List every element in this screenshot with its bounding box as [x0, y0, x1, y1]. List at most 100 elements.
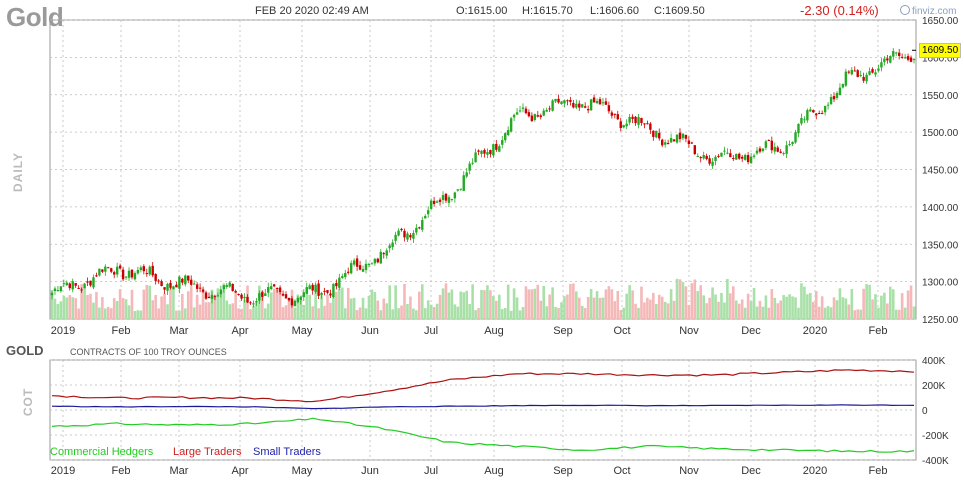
volume-bar	[326, 294, 329, 319]
candle-body	[157, 280, 160, 282]
volume-bar	[681, 282, 685, 319]
volume-bar	[133, 310, 137, 319]
volume-bar	[68, 295, 72, 319]
volume-bar	[65, 297, 69, 319]
candle-body	[329, 293, 332, 296]
candle-body	[130, 269, 134, 278]
candle-body	[424, 216, 427, 219]
volume-bar	[222, 283, 226, 319]
volume-bar	[240, 308, 243, 319]
candle-body	[746, 155, 750, 163]
volume-bar	[71, 297, 75, 319]
candle-body	[578, 103, 581, 108]
candle-body	[462, 175, 465, 191]
volume-bar	[237, 308, 240, 319]
candle-body	[184, 275, 187, 285]
volume-bar	[566, 294, 569, 319]
price-x-tick-label: 2020	[803, 325, 827, 337]
volume-bar	[379, 310, 383, 319]
volume-bar	[166, 304, 169, 319]
volume-bar	[631, 290, 634, 319]
volume-bar	[512, 288, 516, 319]
candle-body	[412, 233, 415, 239]
volume-bar	[850, 288, 854, 319]
volume-bar	[219, 291, 223, 319]
candle-body	[643, 123, 646, 125]
candle-body	[323, 290, 326, 292]
candle-body	[181, 278, 184, 283]
candle-body	[429, 200, 433, 209]
candle-body	[723, 150, 726, 152]
candle-body	[450, 198, 454, 200]
candle-body	[518, 110, 522, 112]
candle-body	[498, 146, 501, 152]
volume-bar	[509, 310, 513, 319]
volume-bar	[779, 300, 783, 319]
candle-body	[53, 288, 57, 292]
volume-bar	[320, 293, 323, 319]
volume-bar	[598, 297, 602, 319]
volume-bar	[406, 304, 409, 319]
volume-bar	[204, 302, 208, 319]
volume-bar	[886, 303, 889, 319]
candle-body	[563, 100, 566, 104]
volume-bar	[672, 300, 676, 319]
volume-bar	[829, 307, 833, 319]
volume-bar	[243, 299, 246, 319]
volume-bar	[575, 291, 578, 319]
candle-body	[115, 266, 119, 275]
candle-body	[421, 220, 424, 230]
cot-x-tick-label: Apr	[231, 465, 248, 477]
candle-body	[204, 292, 208, 299]
volume-bar	[474, 310, 477, 319]
volume-bar	[483, 290, 486, 319]
volume-bar	[773, 297, 777, 319]
candle-body	[62, 283, 66, 285]
candle-body	[732, 158, 735, 160]
volume-bar	[175, 310, 178, 319]
candle-body	[515, 112, 519, 115]
volume-bar	[536, 284, 540, 319]
volume-bar	[912, 306, 916, 319]
candle-body	[720, 152, 723, 157]
candle-body	[278, 287, 282, 293]
volume-bar	[732, 286, 735, 319]
volume-bar	[717, 301, 720, 319]
volume-bar	[118, 289, 122, 319]
candle-body	[403, 230, 406, 238]
candle-body	[619, 121, 622, 129]
legend-small-traders: Small Traders	[253, 446, 321, 458]
volume-bar	[699, 285, 703, 319]
volume-bar	[734, 300, 738, 319]
volume-bar	[299, 301, 303, 319]
volume-bar	[59, 301, 63, 319]
volume-bar	[397, 308, 400, 319]
volume-bar	[643, 302, 646, 319]
candle-body	[267, 287, 270, 293]
cot-x-tick-label: Mar	[170, 465, 189, 477]
volume-bar	[622, 307, 626, 319]
candle-body	[299, 296, 303, 301]
price-x-tick-label: Jul	[424, 325, 438, 337]
candle-body	[702, 155, 705, 159]
candle-body	[690, 142, 694, 144]
volume-bar	[684, 286, 688, 319]
volume-bar	[666, 303, 670, 319]
volume-bar	[601, 297, 605, 319]
candle-body	[797, 123, 800, 134]
volume-bar	[705, 303, 708, 319]
brand-logo[interactable]: finviz.com	[900, 5, 956, 17]
volume-bar	[616, 290, 620, 319]
volume-bar	[604, 289, 608, 319]
volume-bar	[752, 288, 756, 319]
volume-bar	[657, 294, 661, 319]
candle-body	[65, 282, 69, 286]
candle-body	[382, 253, 385, 255]
candle-body	[557, 98, 560, 103]
candle-body	[883, 58, 886, 63]
price-x-tick-label: Jun	[361, 325, 379, 337]
candle-body	[252, 303, 255, 305]
volume-bar	[690, 283, 694, 319]
candle-body	[68, 283, 71, 289]
candle-body	[249, 302, 252, 304]
